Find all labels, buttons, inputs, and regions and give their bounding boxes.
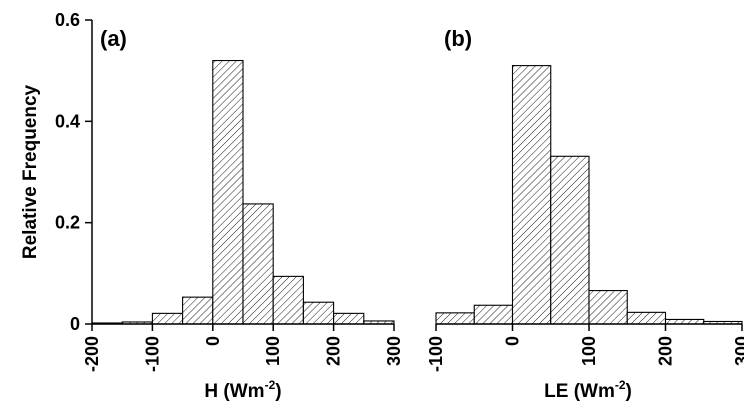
panel-a-label: (a) xyxy=(100,26,127,51)
panel-b-x-axis-title-end: ) xyxy=(626,381,632,402)
panel-a-x-ticks: -200 -100 0 100 200 300 xyxy=(82,324,404,372)
panel-a-x-tick-label: 300 xyxy=(384,336,404,366)
panel-a-histogram-bar xyxy=(242,203,274,325)
panel-b-label: (b) xyxy=(444,26,472,51)
panel-a-x-tick-label: -200 xyxy=(82,336,102,372)
y-axis-title: Relative Frequency xyxy=(20,84,41,259)
panel-a-x-axis-title-end: ) xyxy=(275,381,281,402)
y-axis: 0 0.2 0.4 0.6 Relative Frequency xyxy=(20,10,93,334)
panel-a-histogram-bar xyxy=(333,312,365,325)
panel-a-x-tick-label: -100 xyxy=(142,336,162,372)
panel-a-x-axis-title: H (Wm-2) xyxy=(204,378,281,402)
panel-b-x-tick-label: 300 xyxy=(732,336,744,366)
panel-a-x-tick-label: 0 xyxy=(203,336,223,346)
panel-a-x-tick-label: 100 xyxy=(263,336,283,366)
y-tick-label: 0 xyxy=(70,314,80,334)
panel-b-x-tick-label: 0 xyxy=(503,336,523,346)
panel-b-x-ticks: -100 0 100 200 300 xyxy=(426,324,744,372)
panel-a-histogram-bar xyxy=(272,275,304,325)
panel-a-histogram-bar xyxy=(151,312,184,325)
panel-a-histogram-bar xyxy=(302,301,335,325)
panel-b-histogram-bar xyxy=(626,311,667,325)
panel-a-x-axis-title-main: H (Wm xyxy=(204,381,264,402)
panel-b-x-axis-title-sup: -2 xyxy=(615,378,626,392)
panel-b-histogram-bar xyxy=(435,312,475,325)
panel-a-bars xyxy=(91,59,395,325)
panel-b-x-tick-label: 100 xyxy=(579,336,599,366)
y-axis-ticks: 0 0.2 0.4 0.6 xyxy=(55,10,92,334)
panel-b: (b) -100 0 100 200 300 LE (Wm-2) xyxy=(426,26,744,402)
panel-b-histogram-bar xyxy=(473,304,514,325)
y-tick-label: 0.2 xyxy=(55,213,80,233)
panel-b-x-axis-title: LE (Wm-2) xyxy=(544,378,632,402)
panel-b-bars xyxy=(435,65,743,325)
panel-b-histogram-bar xyxy=(588,290,628,325)
panel-a-x-axis-title-sup: -2 xyxy=(265,378,276,392)
panel-b-x-tick-label: -100 xyxy=(426,336,446,372)
panel-b-x-axis-title-main: LE (Wm xyxy=(544,381,615,402)
panel-b-histogram-bar xyxy=(511,65,552,325)
panel-a-histogram-bar xyxy=(182,296,214,325)
panel-b-x-tick-label: 200 xyxy=(656,336,676,366)
panel-a-histogram-bar xyxy=(212,59,244,325)
panel-b-histogram-bar xyxy=(550,155,590,325)
panel-a: (a) -200 -100 0 100 200 300 H (Wm-2) xyxy=(82,26,404,402)
y-tick-label: 0.6 xyxy=(55,10,80,30)
y-tick-label: 0.4 xyxy=(55,111,80,131)
panel-a-x-tick-label: 200 xyxy=(324,336,344,366)
